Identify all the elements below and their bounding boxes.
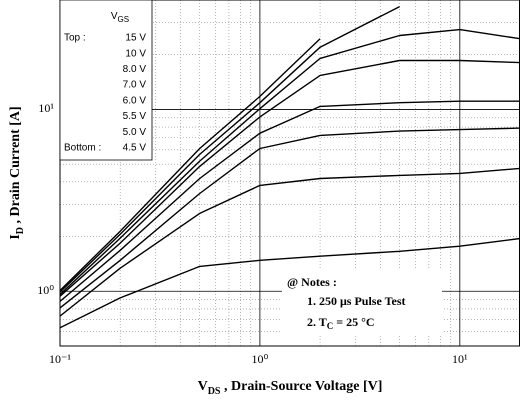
x-tick-label: 10⁰ [252, 352, 269, 366]
note-1: 1. 250 μs Pulse Test [307, 294, 405, 308]
notes-box [282, 270, 442, 334]
legend-title-sub: GS [118, 15, 130, 24]
legend-entries: 15 V 10 V 8.0 V 7.0 V 6.0 V 5.5 V 5.0 V 4.5 V [123, 33, 147, 154]
y-tick-label: 10⁰ [37, 283, 54, 297]
curve [60, 127, 520, 309]
y-label-main: I [8, 234, 23, 239]
notes-title: @ Notes : [287, 275, 337, 289]
note-2: 2. TC = 25 °C [307, 315, 375, 331]
legend-entry: 6.0 V [123, 95, 147, 106]
legend-box [59, 0, 153, 161]
legend-entry: 5.5 V [123, 111, 147, 122]
curve [60, 28, 520, 296]
notes: @ Notes : 1. 250 μs Pulse Test 2. TC = 2… [282, 270, 442, 334]
note-2-text: 2. T [307, 315, 327, 329]
curves [60, 5, 520, 329]
curve [60, 59, 520, 297]
curve [60, 167, 520, 317]
y-label-sub: D [15, 227, 26, 234]
legend-title-main: V [111, 11, 118, 22]
legend-title: VGS [111, 11, 129, 24]
legend-entry: 4.5 V [123, 143, 147, 154]
x-label-main: V [198, 379, 208, 394]
y-label-rest: , Drain Current [A] [8, 106, 23, 227]
note-2-sub: C [327, 321, 334, 331]
x-axis-label: VDS , Drain-Source Voltage [V] [198, 379, 383, 397]
x-tick-label: 10¹ [452, 352, 468, 366]
x-label-rest: , Drain-Source Voltage [V] [221, 379, 383, 394]
legend-entry: 15 V [125, 33, 146, 44]
legend-top: Top : [64, 33, 86, 44]
curve [60, 5, 400, 293]
legend-entry: 10 V [125, 48, 146, 59]
legend-bottom: Bottom : [64, 143, 101, 154]
y-tick-label: 10¹ [38, 101, 54, 115]
curve [60, 100, 520, 302]
curve [60, 38, 321, 291]
x-tick-label: 10⁻¹ [49, 352, 71, 366]
legend-entry: 5.0 V [123, 127, 147, 138]
legend: VGS Top : Bottom : 15 V 10 V 8.0 V 7.0 V 6.0… [59, 0, 153, 161]
legend-entry: 8.0 V [123, 64, 147, 75]
y-axis-label: ID , Drain Current [A] [8, 106, 26, 239]
legend-entry: 7.0 V [123, 80, 147, 91]
curve [60, 237, 520, 329]
note-2-rest: = 25 °C [333, 315, 374, 329]
x-label-sub: DS [208, 386, 221, 397]
